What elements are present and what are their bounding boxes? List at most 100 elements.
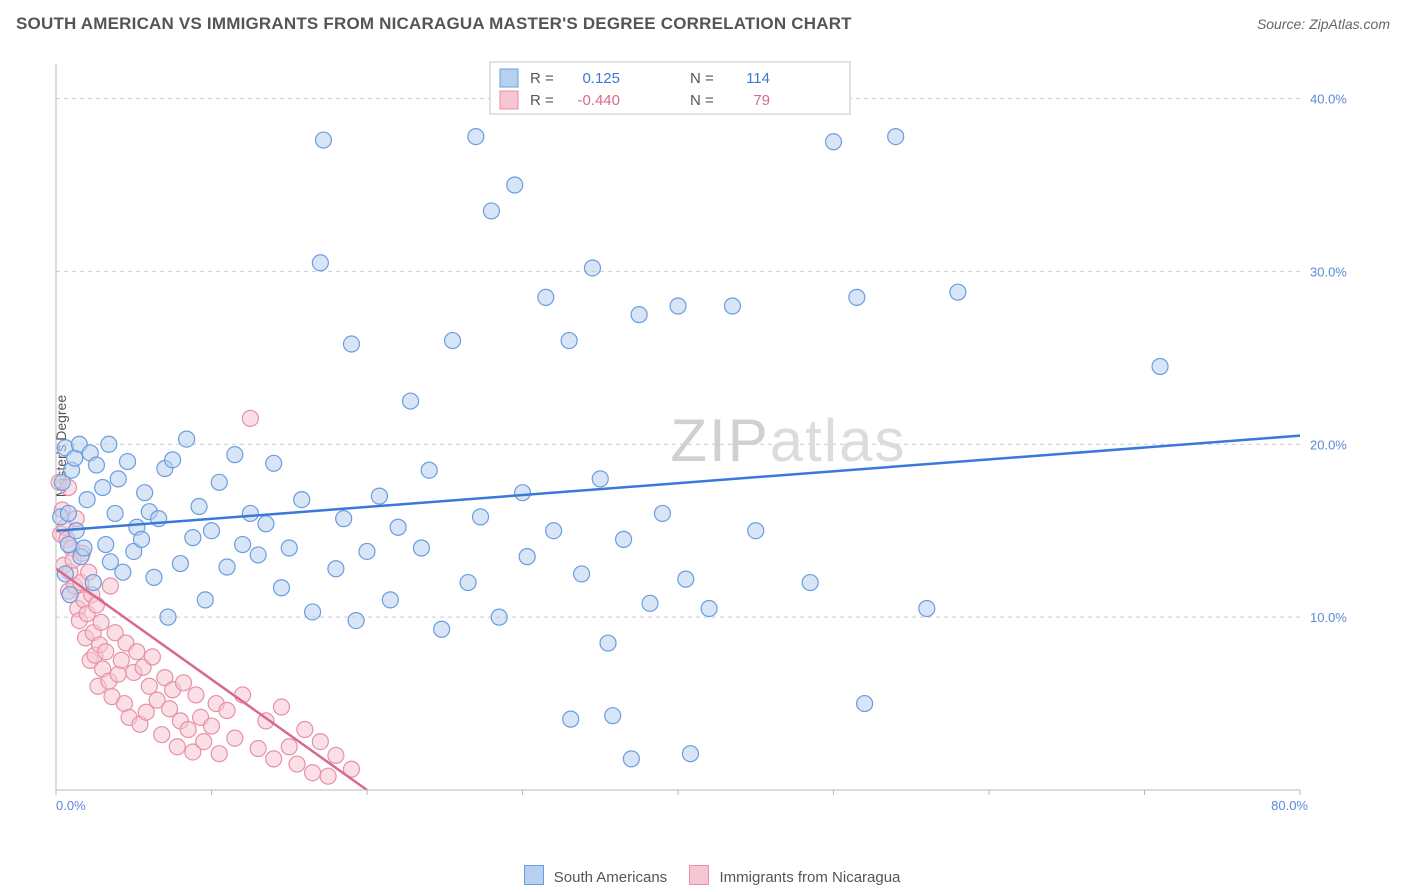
data-point-blue [515, 485, 531, 501]
svg-text:N =: N = [690, 70, 714, 87]
data-point-pink [273, 699, 289, 715]
data-point-blue [134, 531, 150, 547]
data-point-pink [154, 727, 170, 743]
data-point-blue [76, 540, 92, 556]
stats-swatch-pink [500, 91, 518, 109]
data-point-pink [180, 722, 196, 738]
data-point-blue [546, 523, 562, 539]
data-point-pink [242, 410, 258, 426]
data-point-blue [172, 556, 188, 572]
data-point-blue [701, 601, 717, 617]
data-point-blue [460, 575, 476, 591]
data-point-blue [315, 132, 331, 148]
data-point-pink [297, 722, 313, 738]
data-point-blue [227, 447, 243, 463]
data-point-blue [434, 621, 450, 637]
legend-label-blue: South Americans [554, 869, 667, 886]
data-point-pink [305, 765, 321, 781]
data-point-pink [129, 644, 145, 660]
y-tick-label: 30.0% [1310, 264, 1347, 279]
data-point-blue [62, 587, 78, 603]
data-point-blue [616, 531, 632, 547]
data-point-blue [473, 509, 489, 525]
data-point-blue [328, 561, 344, 577]
svg-text:R =: R = [530, 70, 554, 87]
data-point-blue [382, 592, 398, 608]
data-point-blue [605, 708, 621, 724]
data-point-blue [592, 471, 608, 487]
data-point-blue [79, 492, 95, 508]
legend-bar: South Americans Immigrants from Nicaragu… [0, 865, 1406, 886]
data-point-blue [95, 480, 111, 496]
data-point-blue [888, 129, 904, 145]
data-point-blue [574, 566, 590, 582]
data-point-blue [802, 575, 818, 591]
data-point-blue [538, 289, 554, 305]
data-point-blue [107, 505, 123, 521]
x-tick-label: 0.0% [56, 798, 86, 813]
data-point-blue [491, 609, 507, 625]
data-point-blue [101, 436, 117, 452]
y-tick-label: 10.0% [1310, 610, 1347, 625]
data-point-blue [468, 129, 484, 145]
data-point-blue [235, 537, 251, 553]
data-point-blue [312, 255, 328, 271]
data-point-pink [102, 578, 118, 594]
data-point-pink [281, 739, 297, 755]
scatter-svg: 10.0%20.0%30.0%40.0%ZIPatlas0.0%80.0%R =… [50, 58, 1370, 818]
data-point-pink [328, 747, 344, 763]
data-point-blue [826, 134, 842, 150]
data-point-blue [160, 609, 176, 625]
data-point-blue [584, 260, 600, 276]
stats-n-pink: 79 [753, 92, 770, 109]
data-point-blue [642, 595, 658, 611]
stats-swatch-blue [500, 69, 518, 87]
data-point-blue [857, 696, 873, 712]
watermark: ZIPatlas [670, 407, 906, 474]
data-point-pink [113, 652, 129, 668]
data-point-blue [115, 564, 131, 580]
data-point-blue [413, 540, 429, 556]
chart-header: SOUTH AMERICAN VS IMMIGRANTS FROM NICARA… [16, 14, 1390, 34]
data-point-pink [88, 597, 104, 613]
data-point-blue [950, 284, 966, 300]
data-point-blue [305, 604, 321, 620]
legend-swatch-pink [689, 865, 709, 885]
data-point-pink [169, 739, 185, 755]
data-point-blue [191, 499, 207, 515]
svg-text:R =: R = [530, 92, 554, 109]
plot-area: 10.0%20.0%30.0%40.0%ZIPatlas0.0%80.0%R =… [50, 58, 1370, 818]
data-point-pink [312, 734, 328, 750]
data-point-blue [120, 454, 136, 470]
data-point-pink [188, 687, 204, 703]
data-point-blue [1152, 359, 1168, 375]
data-point-blue [519, 549, 535, 565]
data-point-pink [320, 768, 336, 784]
data-point-blue [919, 601, 935, 617]
data-point-pink [266, 751, 282, 767]
data-point-blue [403, 393, 419, 409]
data-point-blue [294, 492, 310, 508]
data-point-blue [88, 457, 104, 473]
data-point-blue [219, 559, 235, 575]
data-point-blue [85, 575, 101, 591]
data-point-blue [266, 455, 282, 471]
data-point-blue [561, 333, 577, 349]
data-point-pink [93, 614, 109, 630]
data-point-blue [507, 177, 523, 193]
chart-source: Source: ZipAtlas.com [1257, 16, 1390, 32]
data-point-blue [600, 635, 616, 651]
stats-n-blue: 114 [746, 70, 770, 87]
data-point-pink [204, 718, 220, 734]
data-point-blue [849, 289, 865, 305]
data-point-blue [654, 505, 670, 521]
data-point-blue [281, 540, 297, 556]
data-point-blue [421, 462, 437, 478]
data-point-pink [211, 746, 227, 762]
y-tick-label: 40.0% [1310, 92, 1347, 107]
data-point-blue [724, 298, 740, 314]
legend-swatch-blue [524, 865, 544, 885]
data-point-pink [250, 741, 266, 757]
data-point-blue [631, 307, 647, 323]
data-point-blue [110, 471, 126, 487]
